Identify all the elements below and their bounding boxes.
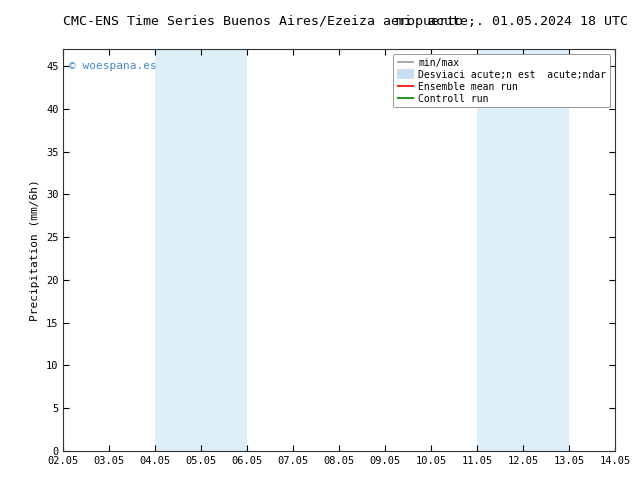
Legend: min/max, Desviaci acute;n est  acute;ndar, Ensemble mean run, Controll run: min/max, Desviaci acute;n est acute;ndar… — [393, 54, 610, 107]
Text: mi  acute;. 01.05.2024 18 UTC: mi acute;. 01.05.2024 18 UTC — [396, 15, 628, 28]
Bar — [523, 49, 569, 451]
Y-axis label: Precipitation (mm/6h): Precipitation (mm/6h) — [30, 179, 41, 321]
Bar — [155, 49, 202, 451]
Text: CMC-ENS Time Series Buenos Aires/Ezeiza aeropuerto: CMC-ENS Time Series Buenos Aires/Ezeiza … — [63, 15, 463, 28]
Text: © woespana.es: © woespana.es — [69, 61, 157, 71]
Bar — [202, 49, 247, 451]
Bar — [477, 49, 523, 451]
